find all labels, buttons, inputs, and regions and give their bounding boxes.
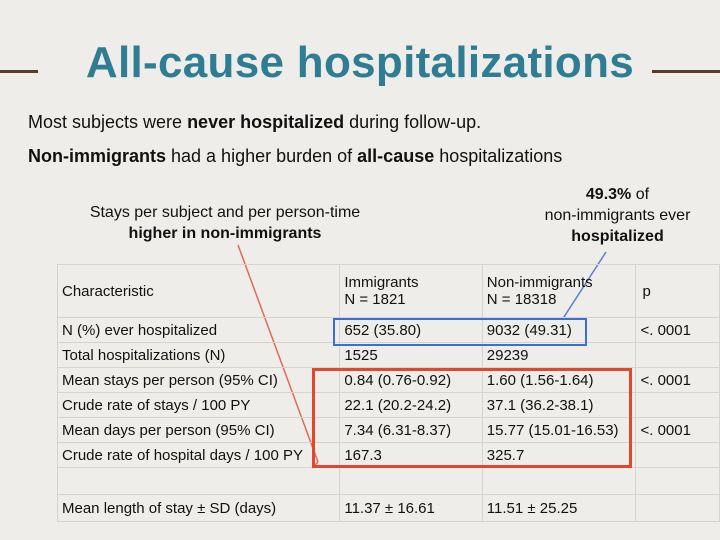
- line1-post: during follow-up.: [344, 112, 482, 132]
- row-non: [481, 467, 637, 495]
- table-header-row: Characteristic Immigrants N = 1821 Non-im…: [56, 264, 720, 318]
- header-non-label: Non-immigrants: [486, 274, 593, 291]
- row-imm: 0.84 (0.76-0.92): [339, 367, 483, 393]
- callout-line2: non-immigrants ever: [544, 207, 691, 224]
- highlight-ever-hospitalized: [333, 318, 587, 346]
- row-label: N (%) ever hospitalized: [56, 317, 341, 343]
- table-row: N (%) ever hospitalized 652 (35.80) 9032…: [56, 317, 720, 343]
- table-row: Mean length of stay ± SD (days) 11.37 ± …: [56, 494, 720, 522]
- header-non-n: N = 18318: [486, 291, 557, 308]
- line2-post: hospitalizations: [434, 146, 563, 166]
- header-p-text: p: [642, 282, 651, 300]
- row-label: Mean days per person (95% CI): [56, 417, 341, 443]
- row-p: [635, 467, 720, 495]
- callout-ever-hospitalized: 49.3% of non-immigrants ever hospitalize…: [525, 184, 710, 247]
- line2-mid: had a higher burden of: [166, 146, 358, 166]
- row-p: <. 0001: [635, 317, 720, 343]
- row-non: 325.7: [481, 442, 637, 468]
- row-label: [56, 467, 341, 495]
- summary-line-1: Most subjects were never hospitalized du…: [28, 112, 481, 133]
- row-label: Mean length of stay ± SD (days): [56, 494, 341, 522]
- highlight-stays-days: [312, 368, 632, 468]
- title-rule-left: [0, 70, 38, 73]
- header-immigrants: Immigrants N = 1821: [339, 264, 483, 318]
- callout-percent: 49.3%: [585, 186, 632, 203]
- row-imm: 1525: [339, 342, 483, 368]
- summary-line-2: Non-immigrants had a higher burden of al…: [28, 146, 562, 167]
- header-imm-label: Immigrants: [344, 274, 419, 291]
- callout-stays-line2: higher in non-immigrants: [128, 225, 322, 242]
- row-p: [635, 494, 720, 522]
- callout-of: of: [631, 186, 650, 203]
- slide-title: All-cause hospitalizations: [85, 38, 635, 87]
- row-non: 15.77 (15.01-16.53): [481, 417, 637, 443]
- callout-stays-line1: Stays per subject and per person-time: [89, 204, 361, 221]
- row-label: Crude rate of hospital days / 100 PY: [56, 442, 341, 468]
- line1-pre: Most subjects were: [28, 112, 188, 132]
- line1-bold: never hospitalized: [187, 112, 345, 132]
- row-non: 29239: [481, 342, 637, 368]
- table-row: Total hospitalizations (N) 1525 29239: [56, 342, 720, 368]
- row-imm: 11.37 ± 16.61: [339, 494, 483, 522]
- header-imm-n: N = 1821: [344, 291, 406, 308]
- row-label: Total hospitalizations (N): [56, 342, 341, 368]
- row-label: Crude rate of stays / 100 PY: [56, 392, 341, 418]
- row-imm: [339, 467, 483, 495]
- title-rule-right: [652, 70, 720, 73]
- row-p: [635, 392, 720, 418]
- header-non-immigrants: Non-immigrants N = 18318: [481, 264, 637, 318]
- callout-line3: hospitalized: [571, 228, 664, 245]
- row-label: Mean stays per person (95% CI): [56, 367, 341, 393]
- row-p: [635, 342, 720, 368]
- row-p: <. 0001: [635, 417, 720, 443]
- header-p: p: [635, 264, 720, 318]
- row-non: 9032 (49.31): [481, 317, 637, 343]
- row-p: [635, 442, 720, 468]
- row-non: 37.1 (36.2-38.1): [481, 392, 637, 418]
- callout-stays: Stays per subject and per person-time hi…: [60, 202, 390, 244]
- row-p: <. 0001: [635, 367, 720, 393]
- line2-bold2: all-cause: [357, 146, 435, 166]
- header-characteristic: Characteristic: [56, 264, 341, 318]
- line2-bold1: Non-immigrants: [28, 146, 167, 166]
- row-non: 11.51 ± 25.25: [481, 494, 637, 522]
- table-row: [56, 467, 720, 495]
